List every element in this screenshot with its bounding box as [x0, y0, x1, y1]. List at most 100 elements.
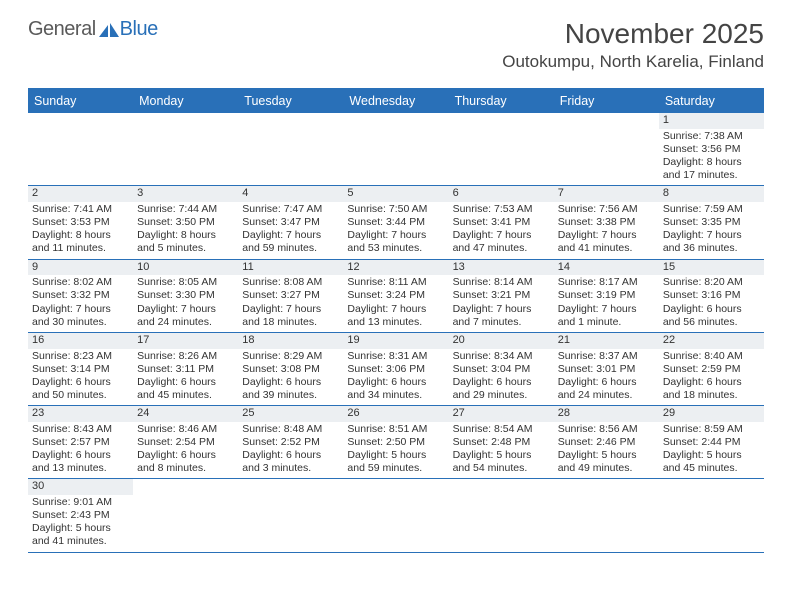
sunrise-text: Sunrise: 7:53 AM [453, 203, 550, 216]
sunset-text: Sunset: 3:41 PM [453, 216, 550, 229]
day-number: 5 [343, 186, 448, 202]
day-number: 26 [343, 406, 448, 422]
daylight-text: and 24 minutes. [137, 316, 234, 329]
sunset-text: Sunset: 3:27 PM [242, 289, 339, 302]
sunset-text: Sunset: 3:21 PM [453, 289, 550, 302]
day-cell [554, 113, 659, 185]
daylight-text: and 3 minutes. [242, 462, 339, 475]
day-body: Sunrise: 8:29 AMSunset: 3:08 PMDaylight:… [238, 349, 343, 406]
daylight-text: Daylight: 8 hours [32, 229, 129, 242]
day-cell: 8Sunrise: 7:59 AMSunset: 3:35 PMDaylight… [659, 186, 764, 258]
sunrise-text: Sunrise: 8:02 AM [32, 276, 129, 289]
daylight-text: and 56 minutes. [663, 316, 760, 329]
day-body: Sunrise: 8:56 AMSunset: 2:46 PMDaylight:… [554, 422, 659, 479]
sunrise-text: Sunrise: 9:01 AM [32, 496, 129, 509]
daylight-text: and 39 minutes. [242, 389, 339, 402]
daylight-text: Daylight: 6 hours [137, 449, 234, 462]
day-body: Sunrise: 8:51 AMSunset: 2:50 PMDaylight:… [343, 422, 448, 479]
daylight-text: and 45 minutes. [663, 462, 760, 475]
day-cell: 26Sunrise: 8:51 AMSunset: 2:50 PMDayligh… [343, 406, 448, 478]
daylight-text: and 17 minutes. [663, 169, 760, 182]
sunset-text: Sunset: 2:50 PM [347, 436, 444, 449]
day-number: 12 [343, 260, 448, 276]
sunset-text: Sunset: 3:47 PM [242, 216, 339, 229]
sunrise-text: Sunrise: 8:46 AM [137, 423, 234, 436]
day-number: 6 [449, 186, 554, 202]
sunrise-text: Sunrise: 8:29 AM [242, 350, 339, 363]
daylight-text: Daylight: 7 hours [558, 303, 655, 316]
day-body: Sunrise: 8:08 AMSunset: 3:27 PMDaylight:… [238, 275, 343, 332]
day-body: Sunrise: 8:40 AMSunset: 2:59 PMDaylight:… [659, 349, 764, 406]
weekday-header: Thursday [449, 90, 554, 113]
title-block: November 2025 Outokumpu, North Karelia, … [502, 18, 764, 72]
day-cell: 4Sunrise: 7:47 AMSunset: 3:47 PMDaylight… [238, 186, 343, 258]
daylight-text: and 18 minutes. [242, 316, 339, 329]
day-number: 27 [449, 406, 554, 422]
daylight-text: Daylight: 6 hours [453, 376, 550, 389]
daylight-text: and 49 minutes. [558, 462, 655, 475]
sunrise-text: Sunrise: 8:37 AM [558, 350, 655, 363]
sunset-text: Sunset: 3:56 PM [663, 143, 760, 156]
day-cell: 27Sunrise: 8:54 AMSunset: 2:48 PMDayligh… [449, 406, 554, 478]
day-body: Sunrise: 8:31 AMSunset: 3:06 PMDaylight:… [343, 349, 448, 406]
logo-text-blue: Blue [120, 18, 158, 41]
daylight-text: Daylight: 6 hours [663, 303, 760, 316]
week-row: 30Sunrise: 9:01 AMSunset: 2:43 PMDayligh… [28, 479, 764, 552]
daylight-text: and 24 minutes. [558, 389, 655, 402]
day-body: Sunrise: 8:43 AMSunset: 2:57 PMDaylight:… [28, 422, 133, 479]
day-cell: 20Sunrise: 8:34 AMSunset: 3:04 PMDayligh… [449, 333, 554, 405]
daylight-text: Daylight: 5 hours [558, 449, 655, 462]
daylight-text: Daylight: 5 hours [453, 449, 550, 462]
daylight-text: and 29 minutes. [453, 389, 550, 402]
day-cell: 6Sunrise: 7:53 AMSunset: 3:41 PMDaylight… [449, 186, 554, 258]
weekday-header: Monday [133, 90, 238, 113]
daylight-text: Daylight: 7 hours [558, 229, 655, 242]
day-cell [554, 479, 659, 551]
calendar-table: SundayMondayTuesdayWednesdayThursdayFrid… [28, 88, 764, 553]
day-cell: 18Sunrise: 8:29 AMSunset: 3:08 PMDayligh… [238, 333, 343, 405]
sunset-text: Sunset: 3:06 PM [347, 363, 444, 376]
week-row: 9Sunrise: 8:02 AMSunset: 3:32 PMDaylight… [28, 260, 764, 333]
day-body: Sunrise: 8:23 AMSunset: 3:14 PMDaylight:… [28, 349, 133, 406]
day-cell: 12Sunrise: 8:11 AMSunset: 3:24 PMDayligh… [343, 260, 448, 332]
day-body: Sunrise: 8:20 AMSunset: 3:16 PMDaylight:… [659, 275, 764, 332]
daylight-text: and 54 minutes. [453, 462, 550, 475]
daylight-text: and 8 minutes. [137, 462, 234, 475]
day-cell: 10Sunrise: 8:05 AMSunset: 3:30 PMDayligh… [133, 260, 238, 332]
daylight-text: Daylight: 8 hours [663, 156, 760, 169]
day-number: 11 [238, 260, 343, 276]
daylight-text: and 1 minute. [558, 316, 655, 329]
day-cell: 7Sunrise: 7:56 AMSunset: 3:38 PMDaylight… [554, 186, 659, 258]
sunset-text: Sunset: 2:54 PM [137, 436, 234, 449]
daylight-text: Daylight: 7 hours [242, 229, 339, 242]
sunset-text: Sunset: 3:14 PM [32, 363, 129, 376]
day-body: Sunrise: 8:26 AMSunset: 3:11 PMDaylight:… [133, 349, 238, 406]
day-body: Sunrise: 8:17 AMSunset: 3:19 PMDaylight:… [554, 275, 659, 332]
daylight-text: Daylight: 7 hours [453, 229, 550, 242]
daylight-text: Daylight: 6 hours [32, 449, 129, 462]
day-number: 18 [238, 333, 343, 349]
weekday-header: Saturday [659, 90, 764, 113]
sunset-text: Sunset: 3:08 PM [242, 363, 339, 376]
day-body: Sunrise: 9:01 AMSunset: 2:43 PMDaylight:… [28, 495, 133, 552]
daylight-text: Daylight: 6 hours [32, 376, 129, 389]
daylight-text: and 47 minutes. [453, 242, 550, 255]
day-number: 23 [28, 406, 133, 422]
sunrise-text: Sunrise: 7:59 AM [663, 203, 760, 216]
week-row: 16Sunrise: 8:23 AMSunset: 3:14 PMDayligh… [28, 333, 764, 406]
daylight-text: and 13 minutes. [347, 316, 444, 329]
day-body: Sunrise: 8:05 AMSunset: 3:30 PMDaylight:… [133, 275, 238, 332]
day-body: Sunrise: 7:41 AMSunset: 3:53 PMDaylight:… [28, 202, 133, 259]
daylight-text: Daylight: 5 hours [32, 522, 129, 535]
daylight-text: and 41 minutes. [558, 242, 655, 255]
daylight-text: Daylight: 5 hours [663, 449, 760, 462]
day-cell: 22Sunrise: 8:40 AMSunset: 2:59 PMDayligh… [659, 333, 764, 405]
daylight-text: Daylight: 7 hours [347, 229, 444, 242]
sunset-text: Sunset: 2:59 PM [663, 363, 760, 376]
day-number: 13 [449, 260, 554, 276]
daylight-text: and 18 minutes. [663, 389, 760, 402]
daylight-text: Daylight: 6 hours [347, 376, 444, 389]
sunrise-text: Sunrise: 7:38 AM [663, 130, 760, 143]
day-number: 2 [28, 186, 133, 202]
daylight-text: and 34 minutes. [347, 389, 444, 402]
